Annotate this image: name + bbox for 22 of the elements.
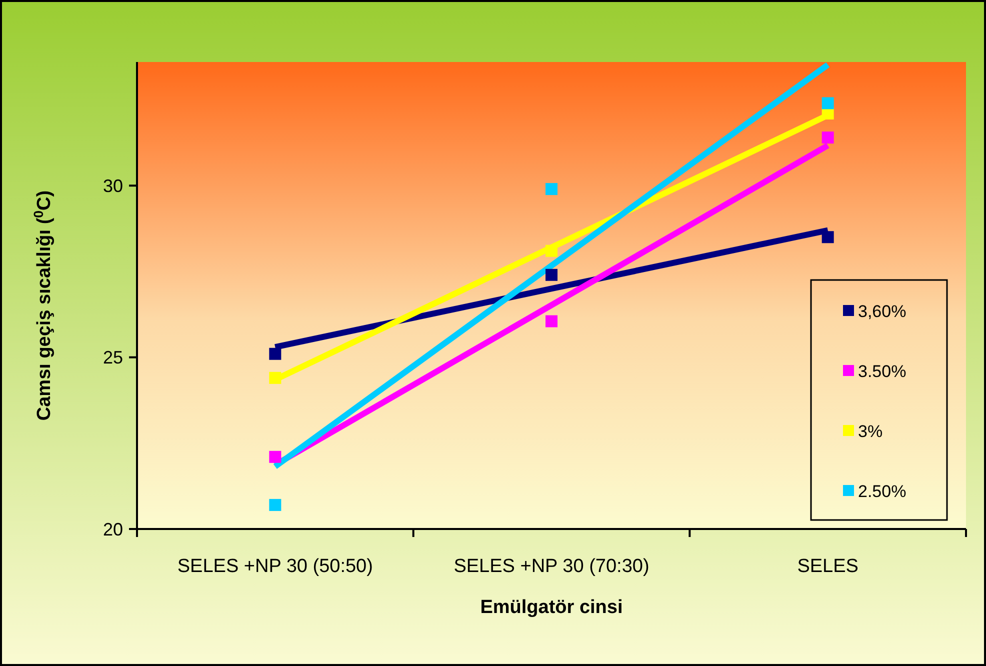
legend-label: 3% bbox=[858, 422, 883, 441]
point bbox=[269, 498, 282, 511]
point bbox=[546, 244, 558, 257]
x-tick-label: SELES +NP 30 (50:50) bbox=[177, 556, 373, 577]
point bbox=[546, 183, 558, 196]
point bbox=[269, 372, 282, 384]
point bbox=[269, 348, 282, 360]
point bbox=[546, 268, 558, 281]
legend-label: 2.50% bbox=[858, 482, 906, 501]
point bbox=[269, 450, 282, 463]
x-tick-label: SELES bbox=[797, 556, 858, 577]
x-tick-label: SELES +NP 30 (70:30) bbox=[454, 556, 650, 577]
y-tick-label: 25 bbox=[102, 348, 123, 368]
point bbox=[546, 315, 558, 328]
y-tick-label: 20 bbox=[102, 519, 123, 540]
x-axis-title: Emülgatör cinsi bbox=[480, 597, 623, 618]
point bbox=[822, 231, 834, 244]
point bbox=[822, 132, 834, 144]
legend-label: 3,60% bbox=[858, 302, 906, 321]
y-tick-label: 30 bbox=[102, 176, 123, 196]
point bbox=[822, 97, 834, 110]
legend-label: 3.50% bbox=[858, 362, 906, 381]
